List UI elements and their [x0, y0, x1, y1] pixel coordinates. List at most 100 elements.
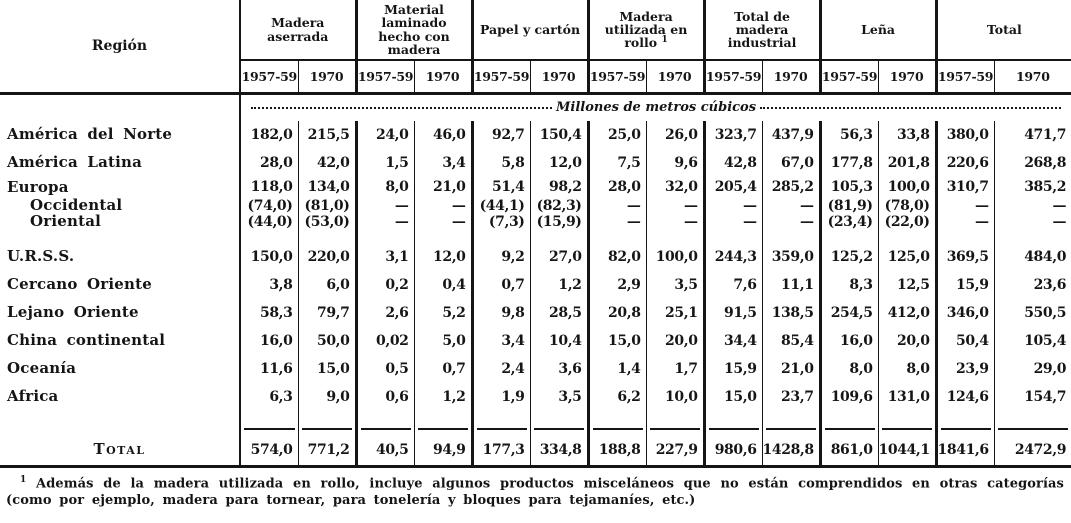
table-row: Occidental (74,0) (81,0) — — (44,1) (82,3) — — — —…: [0, 196, 1071, 215]
value-cell: 51,4: [470, 177, 531, 198]
units-row-region-cell: [0, 94, 240, 122]
value-cell: 26,0: [645, 121, 705, 149]
wood-production-table: Región Madera aserrada Material laminado…: [0, 0, 1071, 468]
col-group-papel-carton: Papel y cartón: [470, 0, 589, 61]
value-cell: 11,6: [239, 355, 298, 383]
value-cell: 15,9: [702, 355, 763, 383]
value-cell: 150,4: [529, 121, 589, 149]
value-cell: (15,9): [529, 214, 589, 230]
value-cell: 125,0: [877, 243, 937, 271]
value-cell: 91,5: [702, 299, 763, 327]
value-cell: 484,0: [993, 243, 1071, 271]
value-cell: 50,0: [297, 327, 356, 355]
value-cell: (81,0): [297, 198, 356, 214]
region-cell: América Latina: [7, 153, 143, 172]
value-cell: (74,0): [239, 198, 298, 214]
value-cell: 385,2: [993, 177, 1071, 198]
value-cell: 138,5: [761, 299, 821, 327]
region-cell: U.R.S.S.: [7, 247, 75, 266]
value-cell: —: [586, 214, 647, 230]
value-cell: 3,6: [529, 355, 589, 383]
value-cell: 1,5: [354, 149, 414, 177]
value-cell: 15,0: [702, 383, 763, 411]
table-row: China continental 16,0 50,0 0,02 5,0 3,4 10,4 1…: [0, 327, 1071, 355]
region-cell: Oriental: [30, 212, 102, 231]
value-cell: 50,4: [934, 327, 995, 355]
total-value-cell: 861,0: [818, 435, 879, 467]
value-cell: 24,0: [354, 121, 414, 149]
year-header: 1970: [877, 60, 937, 95]
value-cell: 150,0: [239, 243, 298, 271]
region-column-header: Región: [0, 0, 240, 95]
value-cell: 220,6: [934, 149, 995, 177]
value-cell: —: [761, 198, 821, 214]
total-value-cell: 334,8: [529, 435, 589, 467]
value-cell: 23,6: [993, 271, 1071, 299]
value-cell: 15,9: [934, 271, 995, 299]
total-label: Total: [93, 440, 146, 459]
value-cell: 215,5: [297, 121, 356, 149]
region-cell: Occidental: [30, 196, 123, 215]
value-cell: 6,2: [586, 383, 647, 411]
value-cell: 346,0: [934, 299, 995, 327]
value-cell: 8,0: [354, 177, 414, 198]
value-cell: 46,0: [413, 121, 473, 149]
value-cell: 100,0: [645, 243, 705, 271]
value-cell: 20,0: [645, 327, 705, 355]
value-cell: 5,2: [413, 299, 473, 327]
footnote-text: Además de la madera utilizada en rollo, …: [6, 476, 1064, 508]
value-cell: 2,4: [470, 355, 531, 383]
value-cell: 154,7: [993, 383, 1071, 411]
value-cell: 42,8: [702, 149, 763, 177]
value-cell: (82,3): [529, 198, 589, 214]
value-cell: 28,0: [239, 149, 298, 177]
value-cell: 201,8: [877, 149, 937, 177]
total-value-cell: 980,6: [702, 435, 763, 467]
sum-rule: [301, 427, 352, 430]
table-row: Africa 6,3 9,0 0,6 1,2 1,9 3,5 6,2 10,0 15,0 23,7 1…: [0, 383, 1071, 411]
year-header: 1970: [529, 60, 589, 95]
units-row: Millones de metros cúbicos: [0, 93, 1071, 122]
value-cell: 9,0: [297, 383, 356, 411]
value-cell: 125,2: [818, 243, 879, 271]
value-cell: 3,5: [645, 271, 705, 299]
units-note: Millones de metros cúbicos: [556, 100, 757, 116]
value-cell: 205,4: [702, 177, 763, 198]
value-cell: 27,0: [529, 243, 589, 271]
value-cell: 1,2: [529, 271, 589, 299]
value-cell: 98,2: [529, 177, 589, 198]
value-cell: 9,8: [470, 299, 531, 327]
total-value-cell: 227,9: [645, 435, 705, 467]
value-cell: 29,0: [993, 355, 1071, 383]
value-cell: 21,0: [413, 177, 473, 198]
value-cell: 79,7: [297, 299, 356, 327]
value-cell: 3,5: [529, 383, 589, 411]
value-cell: —: [934, 214, 995, 230]
value-cell: 310,7: [934, 177, 995, 198]
value-cell: 9,2: [470, 243, 531, 271]
value-cell: 12,0: [529, 149, 589, 177]
region-cell: Lejano Oriente: [7, 303, 139, 322]
value-cell: —: [354, 198, 414, 214]
value-cell: —: [586, 198, 647, 214]
value-cell: 412,0: [877, 299, 937, 327]
table-row: Oceanía 11,6 15,0 0,5 0,7 2,4 3,6 1,4 1,7 15,9 21,…: [0, 355, 1071, 383]
total-value-cell: 1428,8: [761, 435, 821, 467]
sum-rule: [592, 427, 643, 430]
value-cell: 25,0: [586, 121, 647, 149]
spacer-row: [0, 411, 1071, 422]
sum-rule: [649, 427, 700, 430]
value-cell: —: [993, 214, 1071, 230]
value-cell: 5,8: [470, 149, 531, 177]
value-cell: 0,2: [354, 271, 414, 299]
value-cell: —: [702, 198, 763, 214]
value-cell: 25,1: [645, 299, 705, 327]
region-cell: Europa: [7, 177, 69, 196]
value-cell: 32,0: [645, 177, 705, 198]
year-header: 1970: [297, 60, 356, 95]
total-value-cell: 574,0: [239, 435, 298, 467]
value-cell: (7,3): [470, 214, 531, 230]
sum-rule: [824, 427, 875, 430]
value-cell: 0,02: [354, 327, 414, 355]
